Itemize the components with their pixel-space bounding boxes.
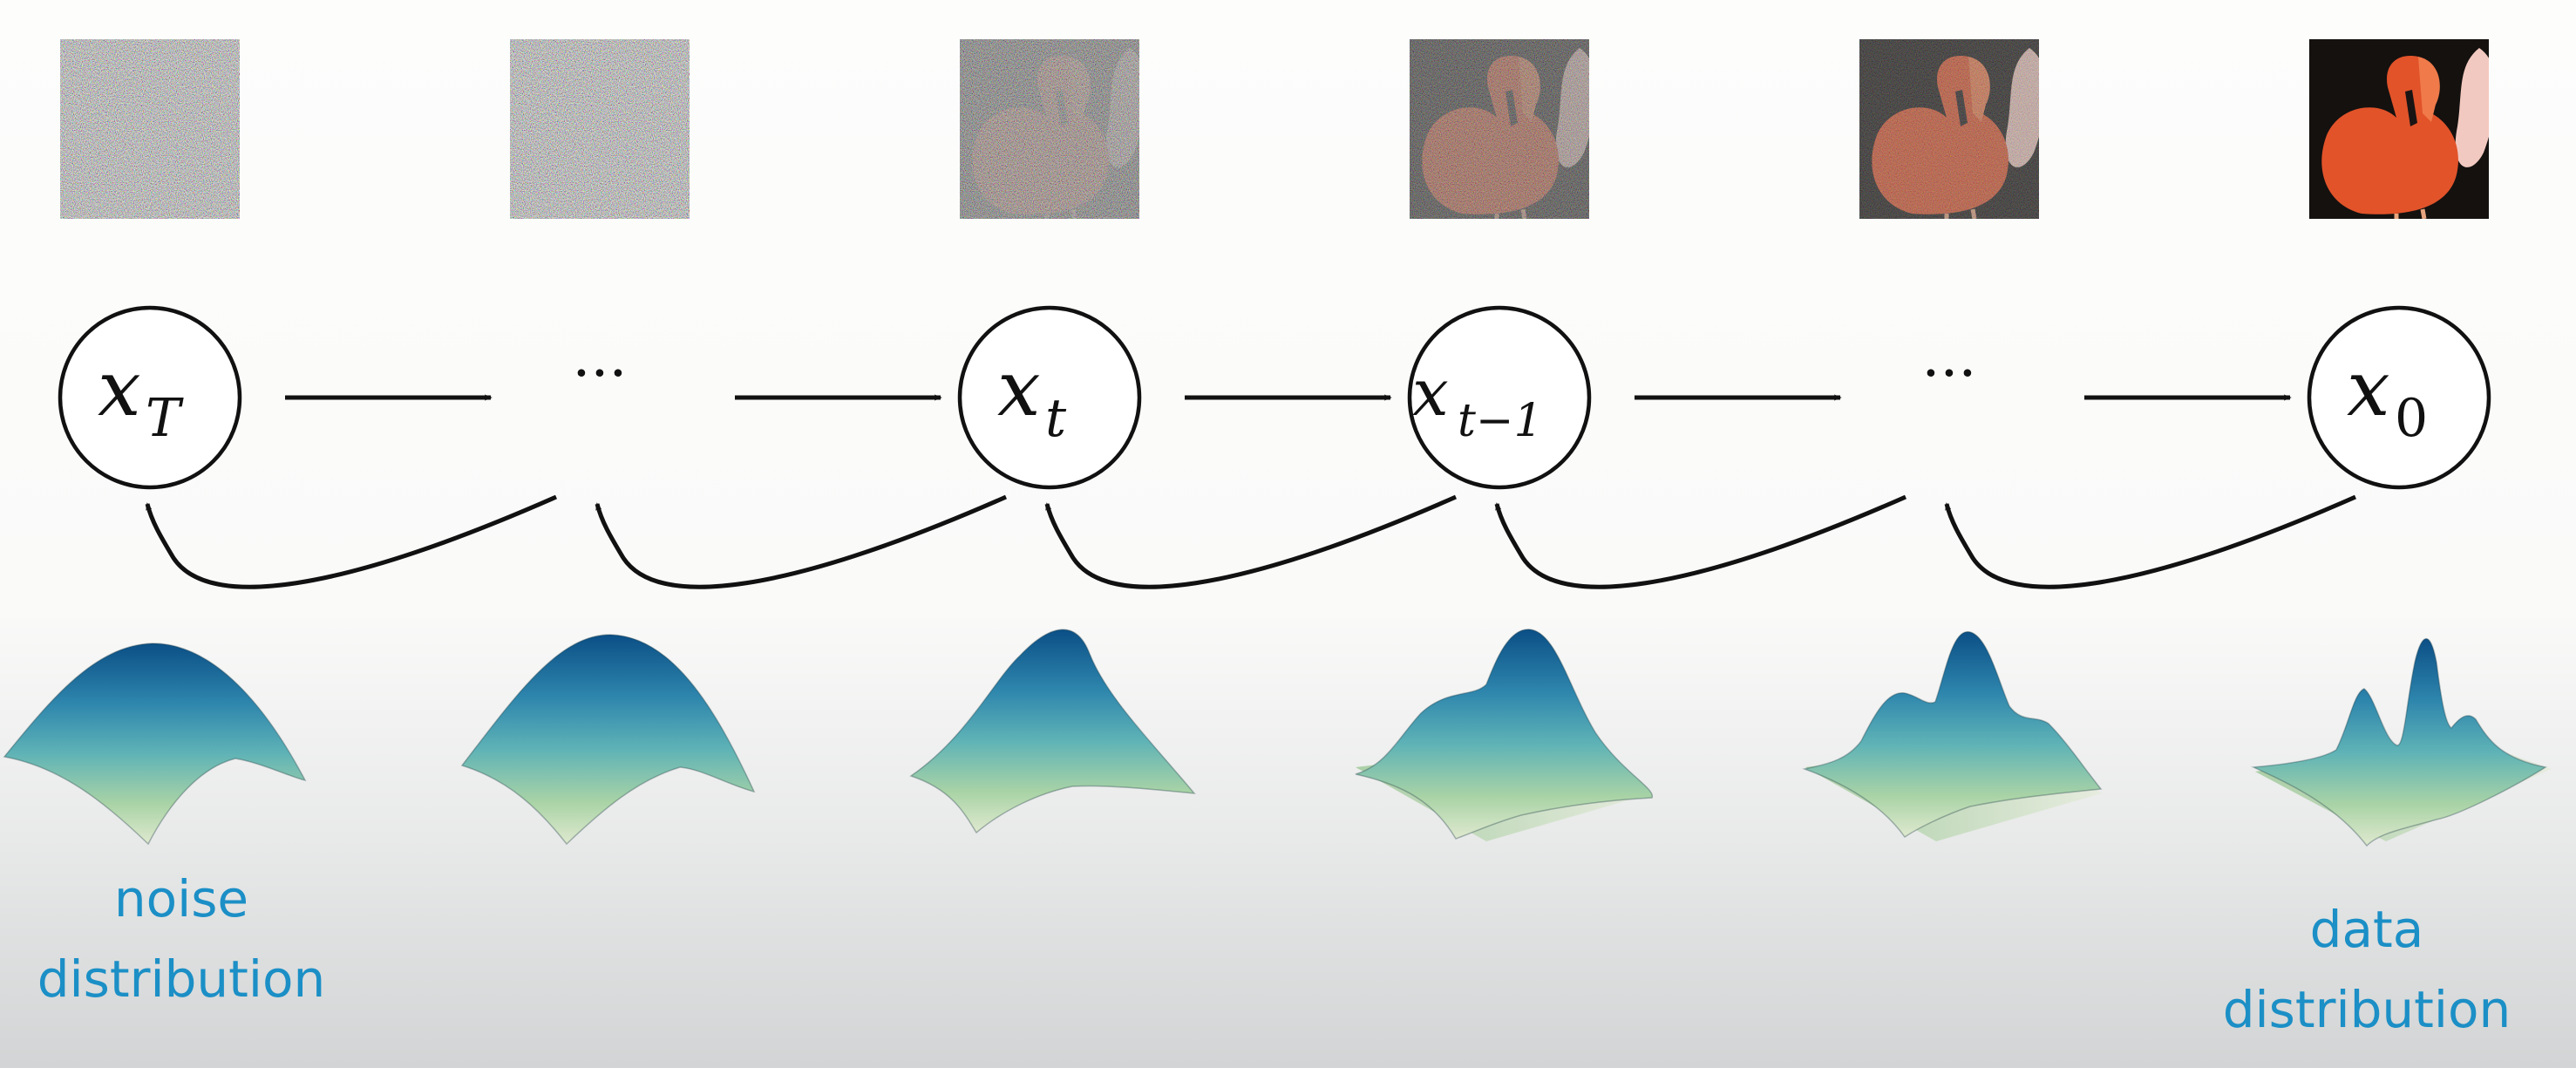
distribution-surface bbox=[909, 629, 1196, 834]
backward-arrow bbox=[595, 494, 1008, 589]
distribution-surface bbox=[1802, 631, 2103, 841]
state-subscript: T bbox=[146, 388, 184, 449]
noisy-image-thumbnail bbox=[1410, 39, 1589, 219]
surface-mesh bbox=[911, 629, 1194, 833]
distribution-sequence bbox=[3, 629, 2552, 847]
distribution-surface bbox=[3, 643, 307, 846]
backward-arrow bbox=[1944, 494, 2357, 589]
state-symbol: x bbox=[997, 344, 1041, 433]
backward-arrow bbox=[1494, 494, 1907, 589]
surface-mesh bbox=[2253, 638, 2545, 846]
surface-mesh bbox=[1356, 629, 1653, 839]
caption-line: distribution bbox=[37, 949, 326, 1009]
forward-noising-arrows bbox=[145, 494, 2357, 589]
noisy-image-thumbnail bbox=[60, 39, 240, 219]
state-node: x t−1 bbox=[1407, 305, 1592, 490]
caption-line: data bbox=[2309, 900, 2424, 959]
state-symbol: x bbox=[98, 344, 141, 433]
data-distribution-caption: data distribution bbox=[2210, 889, 2524, 1050]
ellipsis-node: ··· bbox=[1922, 340, 1977, 407]
distribution-surface bbox=[1355, 629, 1654, 841]
surface-mesh bbox=[462, 635, 754, 844]
noisy-image-thumbnail bbox=[2309, 39, 2489, 219]
noisy-image-thumbnail bbox=[960, 39, 1139, 219]
surface-mesh bbox=[1805, 631, 2101, 837]
state-symbol: x bbox=[1412, 356, 1449, 431]
markov-chain: x T··· x t x t−1··· x 0 bbox=[58, 305, 2491, 490]
state-subscript: t bbox=[1045, 388, 1067, 449]
noisy-image-thumbnail bbox=[510, 39, 690, 219]
distribution-surface bbox=[2251, 637, 2552, 847]
noise-distribution-caption: noise distribution bbox=[24, 859, 338, 1019]
state-subscript: 0 bbox=[2395, 388, 2428, 449]
state-symbol: x bbox=[2347, 344, 2390, 433]
ellipsis-node: ··· bbox=[573, 340, 628, 407]
backward-arrow bbox=[1044, 494, 1458, 589]
caption-line: noise bbox=[113, 869, 249, 929]
flamingo-shape bbox=[2321, 48, 2489, 219]
distribution-surface bbox=[460, 634, 756, 846]
ellipsis-symbol: ··· bbox=[1922, 340, 1977, 407]
image-sequence bbox=[60, 39, 2489, 219]
caption-line: distribution bbox=[2222, 980, 2511, 1039]
surface-mesh bbox=[4, 643, 305, 844]
noisy-image-thumbnail bbox=[1859, 39, 2039, 219]
state-subscript: t−1 bbox=[1458, 395, 1543, 447]
backward-arrow bbox=[145, 494, 558, 589]
ellipsis-symbol: ··· bbox=[573, 340, 628, 407]
